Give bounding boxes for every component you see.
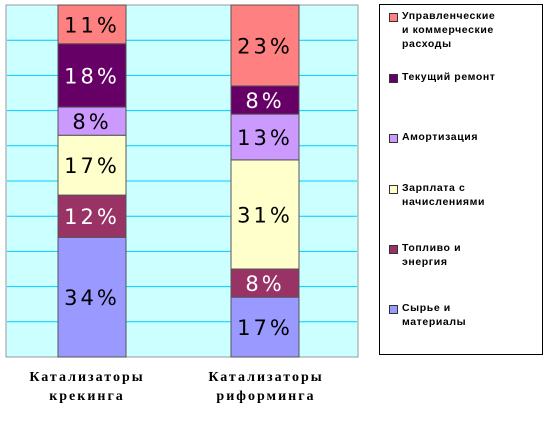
legend-label: Сырье и материалы [402,301,542,329]
legend-label: Амортизация [402,130,542,144]
data-label: 31% [237,203,293,227]
legend-swatch [389,74,398,83]
legend-label: Зарплата с начислениями [402,181,542,209]
data-label: 8% [245,272,284,296]
legend-label-line: и коммерческие [402,24,494,36]
legend-label-line: Управленческие [402,10,496,22]
legend-swatch [389,185,398,194]
bar-segment [230,159,300,270]
x-category-label-line: Катализаторы [29,370,145,385]
legend-label-line: расходы [402,38,452,50]
bar-segment [57,43,127,108]
legend-label-line: Топливо и [402,242,462,254]
legend-swatch [389,245,398,254]
x-category-label-line: крекинга [49,389,125,404]
x-category-label-line: риформинга [216,389,316,404]
bar-segment [230,296,300,358]
bar-segment [230,4,300,87]
legend-swatch [389,134,398,143]
data-label: 17% [64,154,120,178]
bar-segment [230,113,300,161]
bar-segment [57,106,127,136]
legend-label-line: Текущий ремонт [402,71,496,83]
data-label: 34% [64,286,120,310]
bar-segment [57,134,127,196]
data-label: 8% [72,110,111,134]
bar-segment [57,4,127,45]
x-category-label-reforming: Катализаторы риформинга [181,368,351,406]
legend-label: Топливо и энергия [402,241,542,269]
bar-segment [230,268,300,298]
data-label: 8% [245,89,284,113]
x-category-label-cracking: Катализаторы крекинга [2,368,172,406]
x-category-label-line: Катализаторы [208,370,324,385]
bar-segment [230,85,300,115]
legend-swatch [389,305,398,314]
data-label: 11% [64,13,120,37]
legend-label: Управленческие и коммерческие расходы [402,9,542,51]
bar-segment [57,236,127,358]
legend-label: Текущий ремонт [402,70,542,84]
legend-label-line: энергия [402,256,448,268]
data-label: 12% [64,205,120,229]
legend-label-line: Сырье и [402,302,451,314]
legend-swatch [389,13,398,22]
legend-label-line: Амортизация [402,131,479,143]
data-label: 23% [237,34,293,58]
legend-label-line: материалы [402,316,467,328]
data-label: 13% [237,126,293,150]
legend-label-line: Зарплата с [402,182,466,194]
data-label: 17% [237,316,293,340]
legend: Управленческие и коммерческие расходы Текущ… [379,4,543,355]
data-label: 18% [64,64,120,88]
legend-label-line: начислениями [402,196,486,208]
